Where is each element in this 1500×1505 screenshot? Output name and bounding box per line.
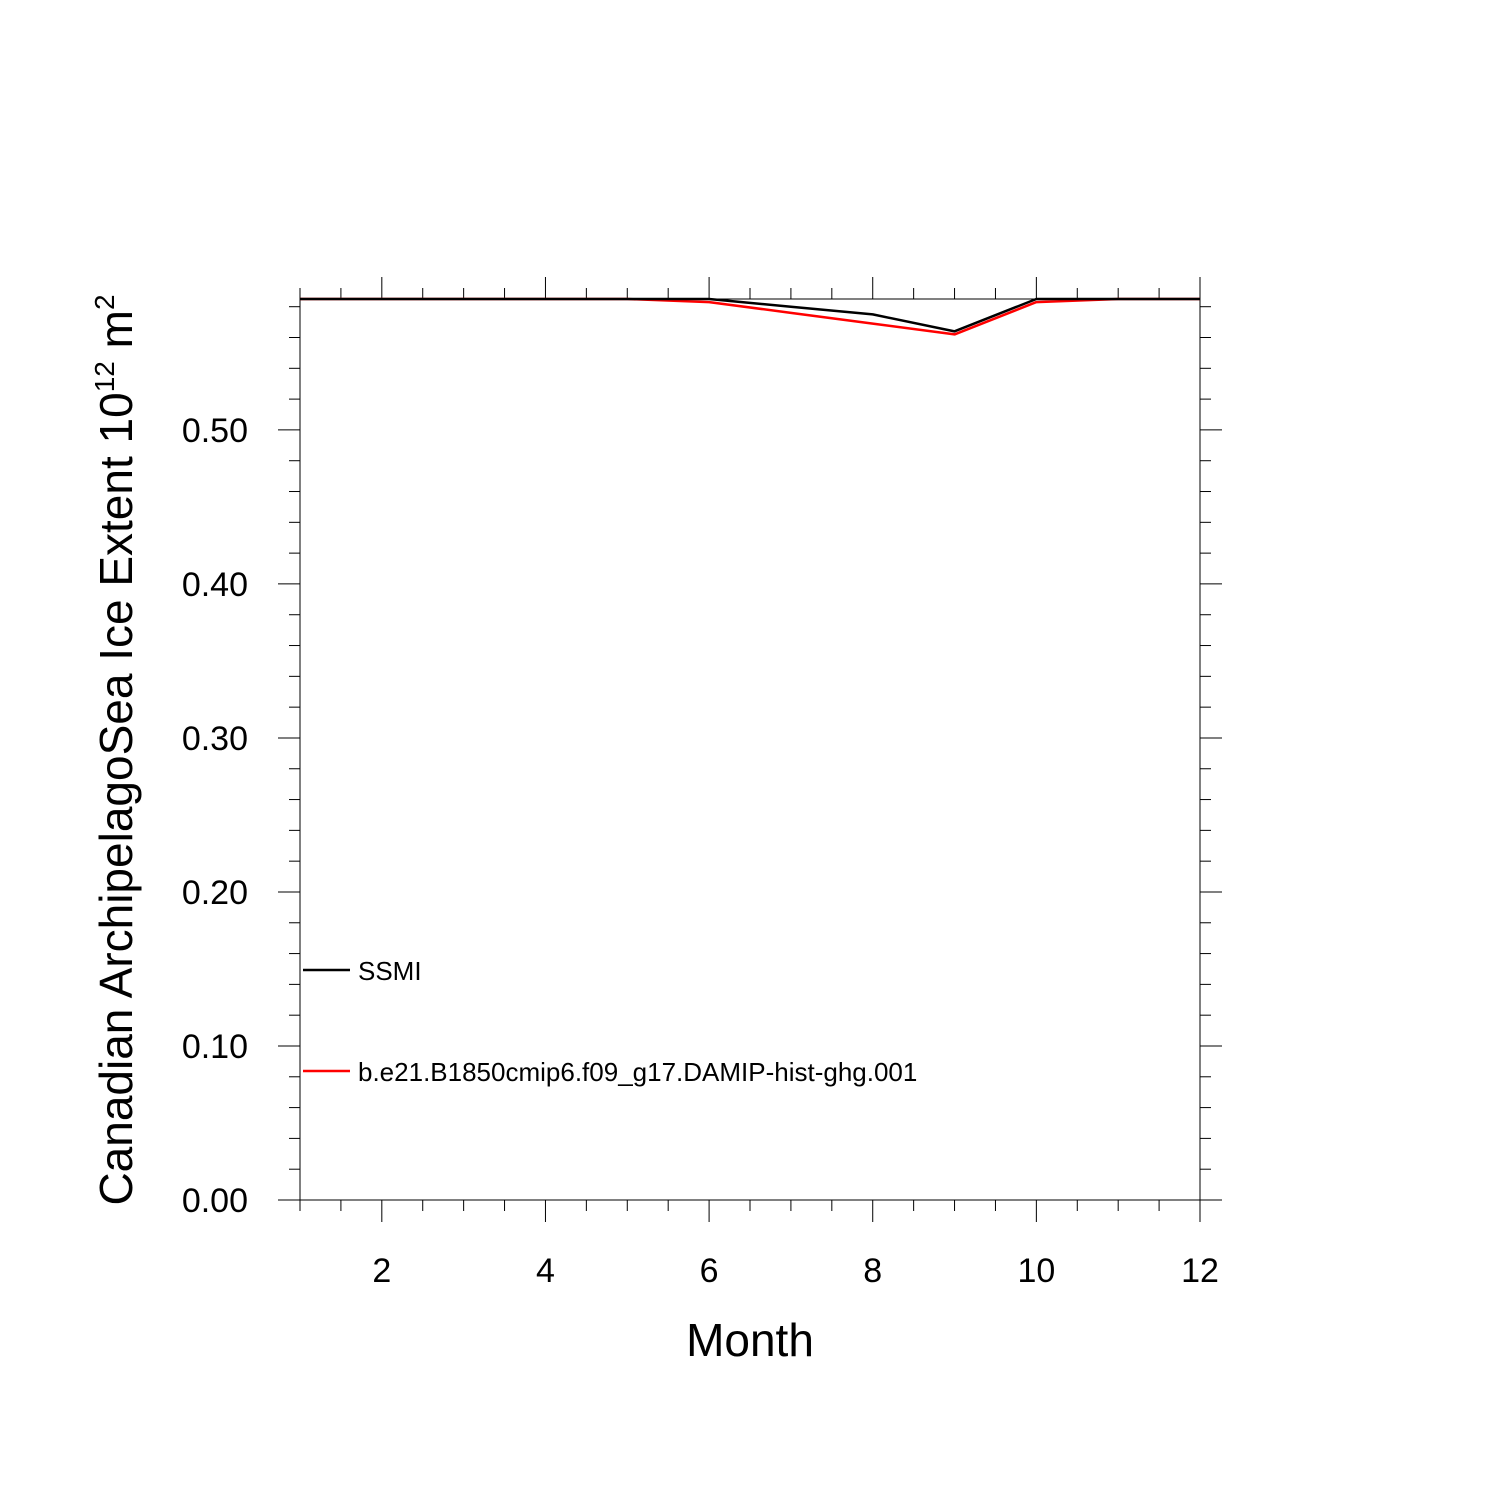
y-axis-title-unit: m <box>90 310 142 361</box>
y-tick-label: 0.30 <box>182 720 248 758</box>
legend-label-0: SSMI <box>358 956 422 986</box>
y-tick-label: 0.50 <box>182 412 248 450</box>
y-tick-label: 0.40 <box>182 566 248 604</box>
x-tick-label: 4 <box>536 1252 555 1290</box>
x-tick-label: 2 <box>372 1252 391 1290</box>
y-tick-label: 0.20 <box>182 874 248 912</box>
series-layer <box>300 297 1200 336</box>
y-axis-title-text: Canadian ArchipelagoSea Ice Extent 10 <box>90 392 142 1205</box>
tick-labels-layer: 2 4 6 8 10 12 0.00 0.10 0.20 0.30 0.40 0.50 <box>182 412 1219 1290</box>
y-axis-title: Canadian ArchipelagoSea Ice Extent 1012 … <box>89 294 142 1205</box>
x-tick-label: 6 <box>700 1252 719 1290</box>
y-tick-label: 0.00 <box>182 1182 248 1220</box>
y-tick-label: 0.10 <box>182 1028 248 1066</box>
series-line-1 <box>300 297 1200 336</box>
legend: SSMI b.e21.B1850cmip6.f09_g17.DAMIP-hist-… <box>303 956 917 1087</box>
legend-label-1: b.e21.B1850cmip6.f09_g17.DAMIP-hist-ghg.… <box>358 1057 917 1087</box>
x-tick-label: 8 <box>863 1252 882 1290</box>
plot-frame <box>299 298 1201 1201</box>
y-axis-title-exponent: 12 <box>89 361 120 392</box>
x-tick-label: 12 <box>1181 1252 1219 1290</box>
x-axis-title: Month <box>686 1314 814 1366</box>
ticks-layer <box>278 277 1222 1222</box>
x-tick-label: 10 <box>1017 1252 1055 1290</box>
y-axis-title-unit-exponent: 2 <box>89 294 120 310</box>
series-line-0 <box>300 297 1200 333</box>
